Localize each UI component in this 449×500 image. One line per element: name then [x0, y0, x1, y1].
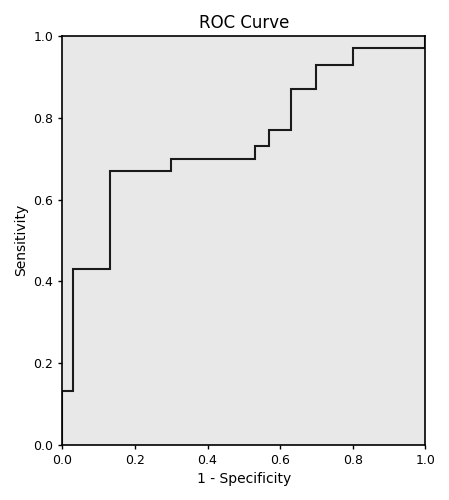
Y-axis label: Sensitivity: Sensitivity: [14, 204, 28, 277]
Title: ROC Curve: ROC Curve: [198, 14, 289, 32]
X-axis label: 1 - Specificity: 1 - Specificity: [197, 472, 291, 486]
